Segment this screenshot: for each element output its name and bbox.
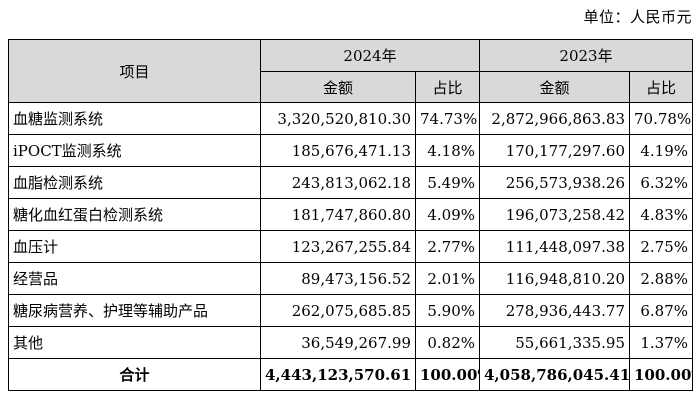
row-share-2023: 2.75% (629, 230, 693, 263)
row-amount-2023: 2,872,966,863.83 (479, 102, 630, 135)
row-share-2023: 4.19% (629, 134, 693, 167)
row-share-2023: 6.87% (629, 294, 693, 327)
table-row: iPOCT监测系统 185,676,471.13 4.18% 170,177,2… (8, 134, 693, 167)
table-row: 血压计 123,267,255.84 2.77% 111,448,097.38 … (8, 230, 693, 263)
row-amount-2023: 116,948,810.20 (479, 262, 630, 295)
row-share-2024: 4.18% (415, 134, 480, 167)
row-name: 血糖监测系统 (8, 102, 261, 135)
row-amount-2023: 256,573,938.26 (479, 166, 630, 199)
row-share-2024: 5.90% (415, 294, 480, 327)
total-amount-2023: 4,058,786,045.41 (479, 358, 630, 391)
share-2023-header: 占比 (629, 71, 693, 103)
year-2023-header: 2023年 (479, 39, 693, 72)
row-share-2023: 1.37% (629, 326, 693, 359)
row-share-2023: 6.32% (629, 166, 693, 199)
row-name: 其他 (8, 326, 261, 359)
table-row: 糖化血红蛋白检测系统 181,747,860.80 4.09% 196,073,… (8, 198, 693, 231)
row-amount-2024: 181,747,860.80 (260, 198, 416, 231)
row-share-2023: 70.78% (629, 102, 693, 135)
header-row-years: 项目 2024年 2023年 (8, 39, 693, 103)
row-share-2024: 4.09% (415, 198, 480, 231)
row-amount-2023: 196,073,258.42 (479, 198, 630, 231)
year-2024-header: 2024年 (260, 39, 480, 72)
row-share-2024: 5.49% (415, 166, 480, 199)
table-row: 糖尿病营养、护理等辅助产品 262,075,685.85 5.90% 278,9… (8, 294, 693, 327)
row-name: iPOCT监测系统 (8, 134, 261, 167)
row-share-2024: 2.77% (415, 230, 480, 263)
row-name: 血脂检测系统 (8, 166, 261, 199)
row-amount-2024: 262,075,685.85 (260, 294, 416, 327)
table-row: 其他 36,549,267.99 0.82% 55,661,335.95 1.3… (8, 326, 693, 359)
total-share-2023: 100.00% (629, 358, 693, 391)
row-amount-2024: 36,549,267.99 (260, 326, 416, 359)
table-row: 血脂检测系统 243,813,062.18 5.49% 256,573,938.… (8, 166, 693, 199)
row-name: 糖尿病营养、护理等辅助产品 (8, 294, 261, 327)
row-amount-2023: 55,661,335.95 (479, 326, 630, 359)
row-share-2023: 2.88% (629, 262, 693, 295)
row-amount-2024: 185,676,471.13 (260, 134, 416, 167)
row-name: 经营品 (8, 262, 261, 295)
row-name: 血压计 (8, 230, 261, 263)
amount-2023-header: 金额 (479, 71, 630, 103)
total-name: 合计 (8, 358, 261, 391)
row-amount-2023: 170,177,297.60 (479, 134, 630, 167)
row-share-2023: 4.83% (629, 198, 693, 231)
total-share-2024: 100.00% (415, 358, 480, 391)
item-header: 项目 (8, 39, 261, 103)
row-amount-2023: 111,448,097.38 (479, 230, 630, 263)
unit-label: 单位：人民币元 (583, 8, 692, 26)
row-amount-2024: 3,320,520,810.30 (260, 102, 416, 135)
row-amount-2024: 243,813,062.18 (260, 166, 416, 199)
row-amount-2024: 123,267,255.84 (260, 230, 416, 263)
amount-2024-header: 金额 (260, 71, 416, 103)
row-amount-2024: 89,473,156.52 (260, 262, 416, 295)
table-row: 经营品 89,473,156.52 2.01% 116,948,810.20 2… (8, 262, 693, 295)
revenue-table: 项目 2024年 2023年 金额 占比 金额 占比 血糖监测系统 3,320,… (8, 39, 693, 391)
total-amount-2024: 4,443,123,570.61 (260, 358, 416, 391)
row-share-2024: 0.82% (415, 326, 480, 359)
table-row: 血糖监测系统 3,320,520,810.30 74.73% 2,872,966… (8, 102, 693, 135)
row-share-2024: 74.73% (415, 102, 480, 135)
header-row-columns: 金额 占比 金额 占比 (9, 71, 693, 103)
share-2024-header: 占比 (415, 71, 480, 103)
row-amount-2023: 278,936,443.77 (479, 294, 630, 327)
total-row: 合计 4,443,123,570.61 100.00% 4,058,786,04… (8, 358, 693, 391)
row-share-2024: 2.01% (415, 262, 480, 295)
row-name: 糖化血红蛋白检测系统 (8, 198, 261, 231)
